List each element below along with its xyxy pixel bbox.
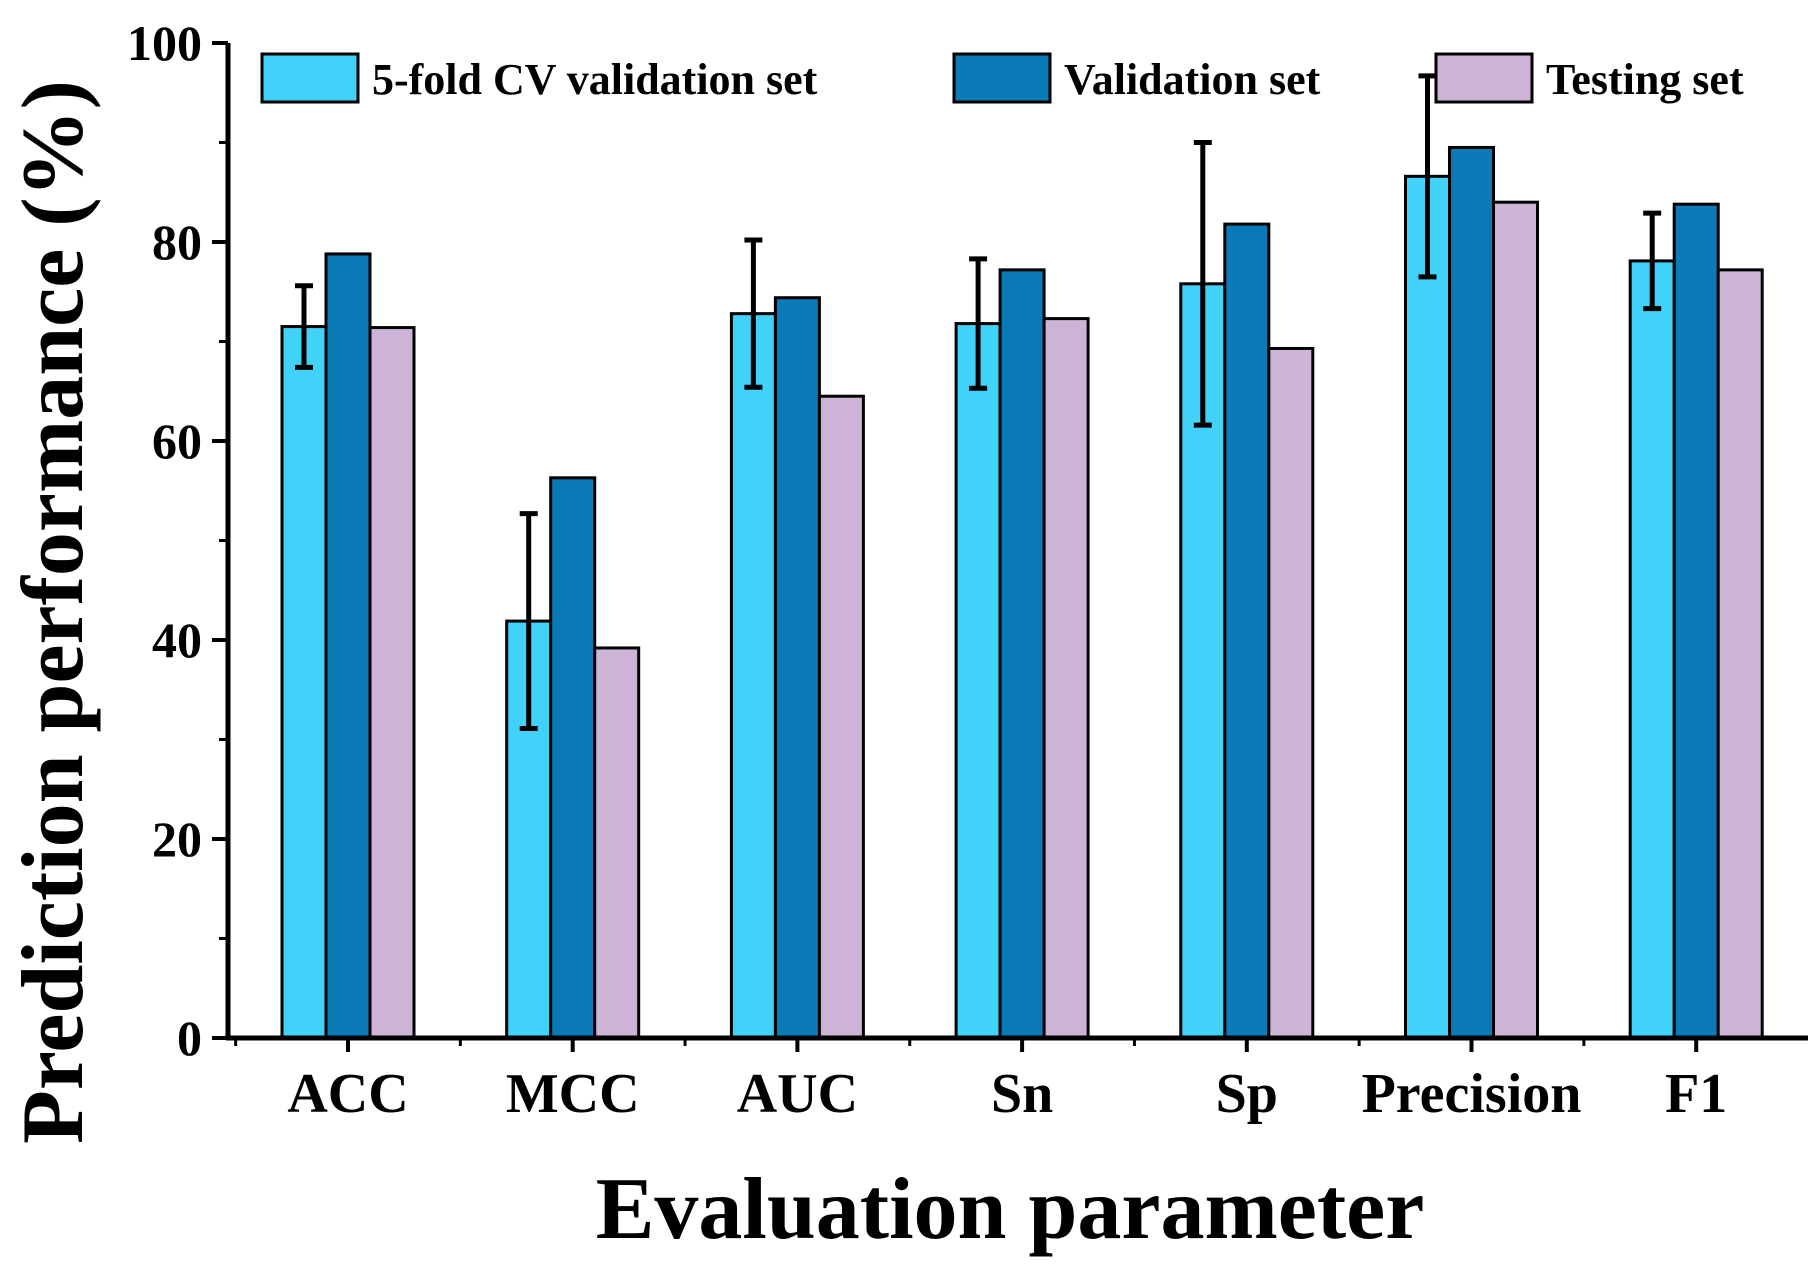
x-tick-label-sp: Sp	[1216, 1063, 1278, 1125]
category-labels-layer: ACC MCC AUC Sn Sp Precision F1	[287, 1063, 1727, 1125]
error-bar-sp-5-fold-cv-validation-set	[1193, 140, 1212, 428]
error-bar-precision-5-fold-cv-validation-set	[1418, 73, 1437, 280]
legend-swatch-testing-set	[1434, 52, 1534, 104]
bar-precision-validation-set	[1448, 145, 1495, 1040]
legend-label-5-fold-cv-validation-set: 5-fold CV validation set	[372, 55, 818, 104]
bar-auc-5-fold-cv-validation-set	[729, 312, 777, 1040]
bar-sn-validation-set	[998, 268, 1046, 1040]
y-tick-label-80: 80	[152, 214, 202, 270]
bar-acc-testing-set	[368, 326, 416, 1040]
legend-item-validation-set: Validation set	[952, 52, 1321, 104]
bar-sn-testing-set	[1042, 317, 1090, 1040]
error-bars-layer	[295, 73, 1662, 732]
legend-swatch-validation-set	[952, 52, 1052, 104]
y-tick-label-0: 0	[177, 1010, 202, 1066]
bar-auc-testing-set	[817, 394, 865, 1040]
legend: 5-fold CV validation set Validation set Te…	[260, 52, 1744, 104]
bar-sn-5-fold-cv-validation-set	[954, 322, 1002, 1040]
x-axis-title: Evaluation parameter	[596, 1161, 1425, 1258]
error-bar-sn-5-fold-cv-validation-set	[969, 256, 988, 391]
legend-item-5-fold-cv-validation-set: 5-fold CV validation set	[260, 52, 818, 104]
bar-precision-testing-set	[1492, 200, 1539, 1040]
bar-acc-5-fold-cv-validation-set	[280, 325, 328, 1040]
x-tick-label-f1: F1	[1665, 1063, 1727, 1125]
y-tick-label-20: 20	[152, 811, 202, 867]
bar-mcc-validation-set	[549, 476, 597, 1040]
ticks-layer: 0 20 40 60 80 100	[127, 15, 1699, 1066]
x-tick-label-mcc: MCC	[506, 1063, 640, 1125]
bar-mcc-testing-set	[593, 646, 641, 1040]
y-tick-label-60: 60	[152, 413, 202, 469]
x-tick-label-acc: ACC	[287, 1063, 408, 1125]
bar-sp-testing-set	[1267, 346, 1315, 1040]
x-tick-label-precision: Precision	[1362, 1063, 1582, 1125]
error-bar-f1-5-fold-cv-validation-set	[1643, 210, 1662, 312]
bars-layer	[280, 145, 1764, 1040]
legend-label-testing-set: Testing set	[1546, 55, 1744, 104]
bar-auc-validation-set	[773, 296, 821, 1040]
legend-item-testing-set: Testing set	[1434, 52, 1744, 104]
y-axis-title: Prediction performance (%)	[5, 80, 102, 1144]
legend-label-validation-set: Validation set	[1064, 55, 1321, 104]
bar-acc-validation-set	[324, 252, 372, 1040]
legend-swatch-5-fold-cv-validation-set	[260, 52, 360, 104]
error-bar-auc-5-fold-cv-validation-set	[744, 237, 763, 390]
bar-f1-validation-set	[1672, 202, 1720, 1040]
bar-sp-validation-set	[1223, 222, 1271, 1040]
y-tick-label-100: 100	[127, 15, 202, 71]
x-tick-label-sn: Sn	[991, 1063, 1053, 1125]
y-tick-label-40: 40	[152, 612, 202, 668]
bar-f1-5-fold-cv-validation-set	[1628, 259, 1676, 1040]
bar-precision-5-fold-cv-validation-set	[1404, 174, 1451, 1040]
bar-f1-testing-set	[1716, 268, 1764, 1040]
error-bar-mcc-5-fold-cv-validation-set	[519, 511, 538, 732]
x-tick-label-auc: AUC	[737, 1063, 858, 1125]
error-bar-acc-5-fold-cv-validation-set	[295, 283, 313, 370]
